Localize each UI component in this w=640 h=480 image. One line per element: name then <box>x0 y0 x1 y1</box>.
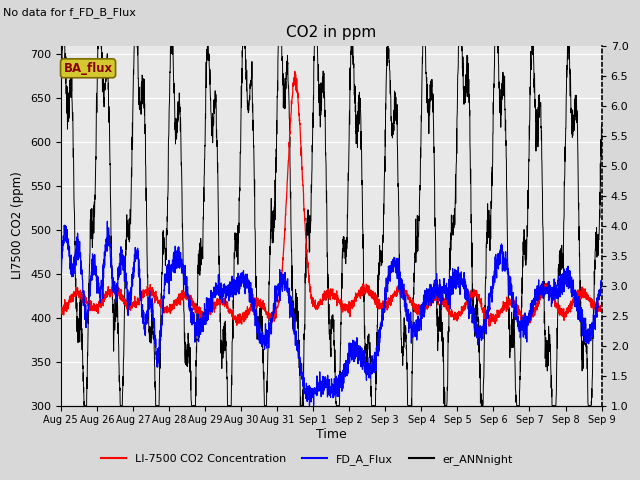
Text: No data for f_FD_B_Flux: No data for f_FD_B_Flux <box>3 7 136 18</box>
Title: CO2 in ppm: CO2 in ppm <box>286 25 376 40</box>
Legend: LI-7500 CO2 Concentration, FD_A_Flux, er_ANNnight: LI-7500 CO2 Concentration, FD_A_Flux, er… <box>97 450 518 469</box>
Y-axis label: LI7500 CO2 (ppm): LI7500 CO2 (ppm) <box>12 172 24 279</box>
Text: BA_flux: BA_flux <box>63 62 113 75</box>
X-axis label: Time: Time <box>316 428 347 441</box>
